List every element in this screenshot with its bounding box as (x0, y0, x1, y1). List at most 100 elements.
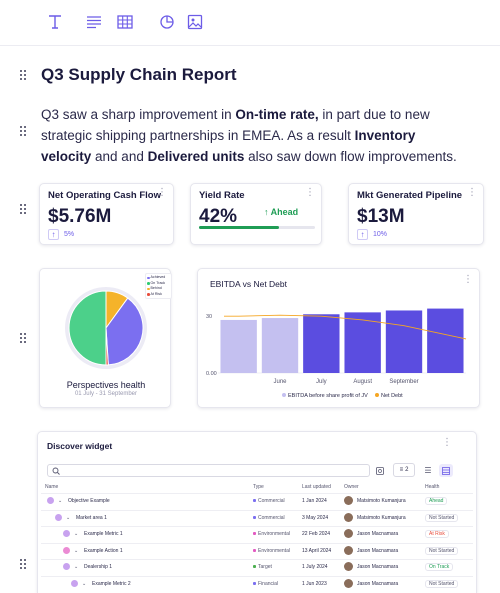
column-header-type[interactable]: Type (253, 484, 264, 490)
table-row[interactable]: ⌄ Market area 1 Commercial 3 May 2024 Matsim… (41, 509, 473, 526)
legend-item: Behind (147, 286, 170, 292)
drag-handle-icon[interactable] (19, 332, 27, 344)
kpi-card-yield-rate[interactable]: Yield Rate ⋮ 42% ↑ Ahead (190, 183, 322, 245)
row-type: Commercial (253, 498, 285, 504)
kpi-delta: ↑ 5% (48, 229, 74, 240)
perspectives-health-card[interactable]: Achieved On Track Behind At Risk Perspectiv… (39, 268, 172, 408)
avatar (344, 529, 353, 538)
drag-handle-icon[interactable] (19, 558, 27, 570)
bar[interactable] (427, 308, 464, 373)
row-last-updated: 22 Feb 2024 (302, 531, 331, 537)
row-last-updated: 3 May 2024 (302, 514, 329, 521)
x-tick-label: August (353, 379, 372, 385)
status-badge: Not Started (425, 546, 459, 555)
avatar (344, 545, 353, 555)
row-type: Financial (253, 581, 278, 587)
pie-slice-achieved[interactable] (105, 297, 144, 366)
chevron-down-icon[interactable]: ⌄ (58, 498, 63, 504)
more-options-icon[interactable]: ⋮ (305, 187, 315, 198)
table-view-icon[interactable] (439, 464, 453, 477)
filter-button[interactable]: ≡ 2 (393, 463, 415, 477)
chart-title: EBITDA vs Net Debt (210, 279, 287, 289)
search-input[interactable] (47, 464, 370, 477)
row-owner: Jason Macnamara (357, 531, 399, 537)
column-header-name[interactable]: Name (45, 484, 59, 490)
perspectives-title: Perspectives health (66, 380, 146, 390)
column-header-health[interactable]: Health (425, 484, 440, 490)
avatar (344, 578, 353, 588)
drag-handle-icon[interactable] (19, 203, 27, 215)
row-type-icon (47, 497, 54, 504)
table-row[interactable]: ⌄ Dealership 1 Target 1 July 2024 Jason Macn… (41, 559, 473, 575)
x-tick-label: July (316, 379, 327, 385)
net-debt-line[interactable] (224, 314, 467, 340)
more-options-icon[interactable]: ⋮ (467, 187, 477, 198)
row-owner: Jason Macnamara (357, 580, 399, 587)
kpi-title: Net Operating Cash Flow (48, 190, 161, 201)
legend-label: EBITDA before share profit of JV (288, 393, 368, 399)
progress-bar (199, 226, 315, 229)
legend-label: On Track (150, 280, 166, 285)
report-title[interactable]: Q3 Supply Chain Report (41, 65, 237, 84)
bar[interactable] (303, 314, 340, 373)
paragraph-icon[interactable] (85, 13, 103, 31)
bar[interactable] (261, 318, 299, 373)
status-badge: Ahead (425, 497, 448, 505)
table-row[interactable]: ⌄ Objective Example Commercial 1 Jan 2024 Ma… (41, 493, 473, 509)
drag-handle-icon[interactable] (19, 125, 27, 137)
column-header-owner[interactable]: Owner (344, 484, 359, 490)
pie-slice-on-track[interactable] (68, 290, 107, 366)
more-options-icon[interactable]: ⋮ (157, 187, 167, 198)
legend-label: Net Debt (381, 393, 403, 399)
table-icon[interactable] (116, 13, 134, 31)
filter-icon: ≡ (399, 467, 404, 473)
list-view-icon[interactable]: ☰ (424, 466, 432, 475)
kpi-delta: ↑ 10% (357, 229, 387, 240)
settings-icon[interactable] (373, 464, 387, 477)
avatar (344, 512, 353, 522)
chevron-down-icon[interactable]: ⌄ (74, 564, 79, 570)
kpi-card-pipeline[interactable]: Mkt Generated Pipeline ⋮ $13M ↑ 10% (348, 183, 484, 245)
avatar (344, 496, 353, 505)
image-icon[interactable] (186, 13, 204, 31)
drag-handle-icon[interactable] (19, 69, 27, 81)
row-type-icon (63, 546, 70, 554)
type-swatch (253, 515, 256, 519)
status-badge: Not Started (425, 513, 459, 522)
table-row[interactable]: ⌄ Example Metric 2 Financial 1 Jun 2023 Jaso… (41, 575, 473, 592)
table-row[interactable]: ⌄ Example Action 1 Environmental 13 April 2… (41, 542, 473, 559)
row-type: Environmental (253, 548, 290, 554)
row-owner: Jason Macnamara (357, 547, 399, 554)
legend-swatch (147, 276, 150, 279)
text-icon[interactable] (46, 13, 64, 31)
y-tick-label: 30 (206, 314, 212, 320)
report-summary[interactable]: Q3 saw a sharp improvement in On-time ra… (41, 107, 457, 164)
chevron-down-icon[interactable]: ⌄ (74, 547, 79, 554)
chevron-down-icon[interactable]: ⌄ (66, 514, 71, 521)
bar[interactable] (220, 319, 257, 373)
row-name: Example Metric 2 (92, 580, 131, 587)
kpi-value: $13M (357, 206, 405, 227)
arrow-up-icon: ↑ (264, 207, 269, 217)
kpi-card-cash-flow[interactable]: Net Operating Cash Flow ⋮ $5.76M ↑ 5% (39, 183, 174, 245)
legend-swatch (282, 393, 286, 397)
bar[interactable] (344, 312, 381, 373)
more-options-icon[interactable]: ⋮ (442, 437, 452, 448)
legend-label: Achieved (150, 275, 166, 279)
legend-swatch (147, 287, 150, 290)
row-last-updated: 1 Jun 2023 (302, 580, 327, 587)
row-owner: Matsimoto Kumanjura (357, 514, 406, 521)
chevron-down-icon[interactable]: ⌄ (82, 580, 87, 587)
row-name: Dealership 1 (84, 564, 113, 570)
status-badge: Not Started (425, 579, 459, 588)
kpi-title: Yield Rate (199, 190, 245, 201)
chevron-down-icon[interactable]: ⌄ (74, 531, 79, 537)
column-header-last-updated[interactable]: Last updated (302, 484, 331, 490)
chart-icon[interactable] (158, 13, 176, 31)
bar[interactable] (385, 310, 423, 373)
table-row[interactable]: ⌄ Example Metric 1 Environmental 22 Feb 202… (41, 526, 473, 542)
row-type: Commercial (253, 515, 285, 521)
ebitda-chart-card[interactable]: EBITDA vs Net Debt ⋮ 30 0.00 June July Augus… (197, 268, 480, 408)
kpi-value: 42% (199, 206, 238, 227)
more-options-icon[interactable]: ⋮ (463, 274, 473, 285)
